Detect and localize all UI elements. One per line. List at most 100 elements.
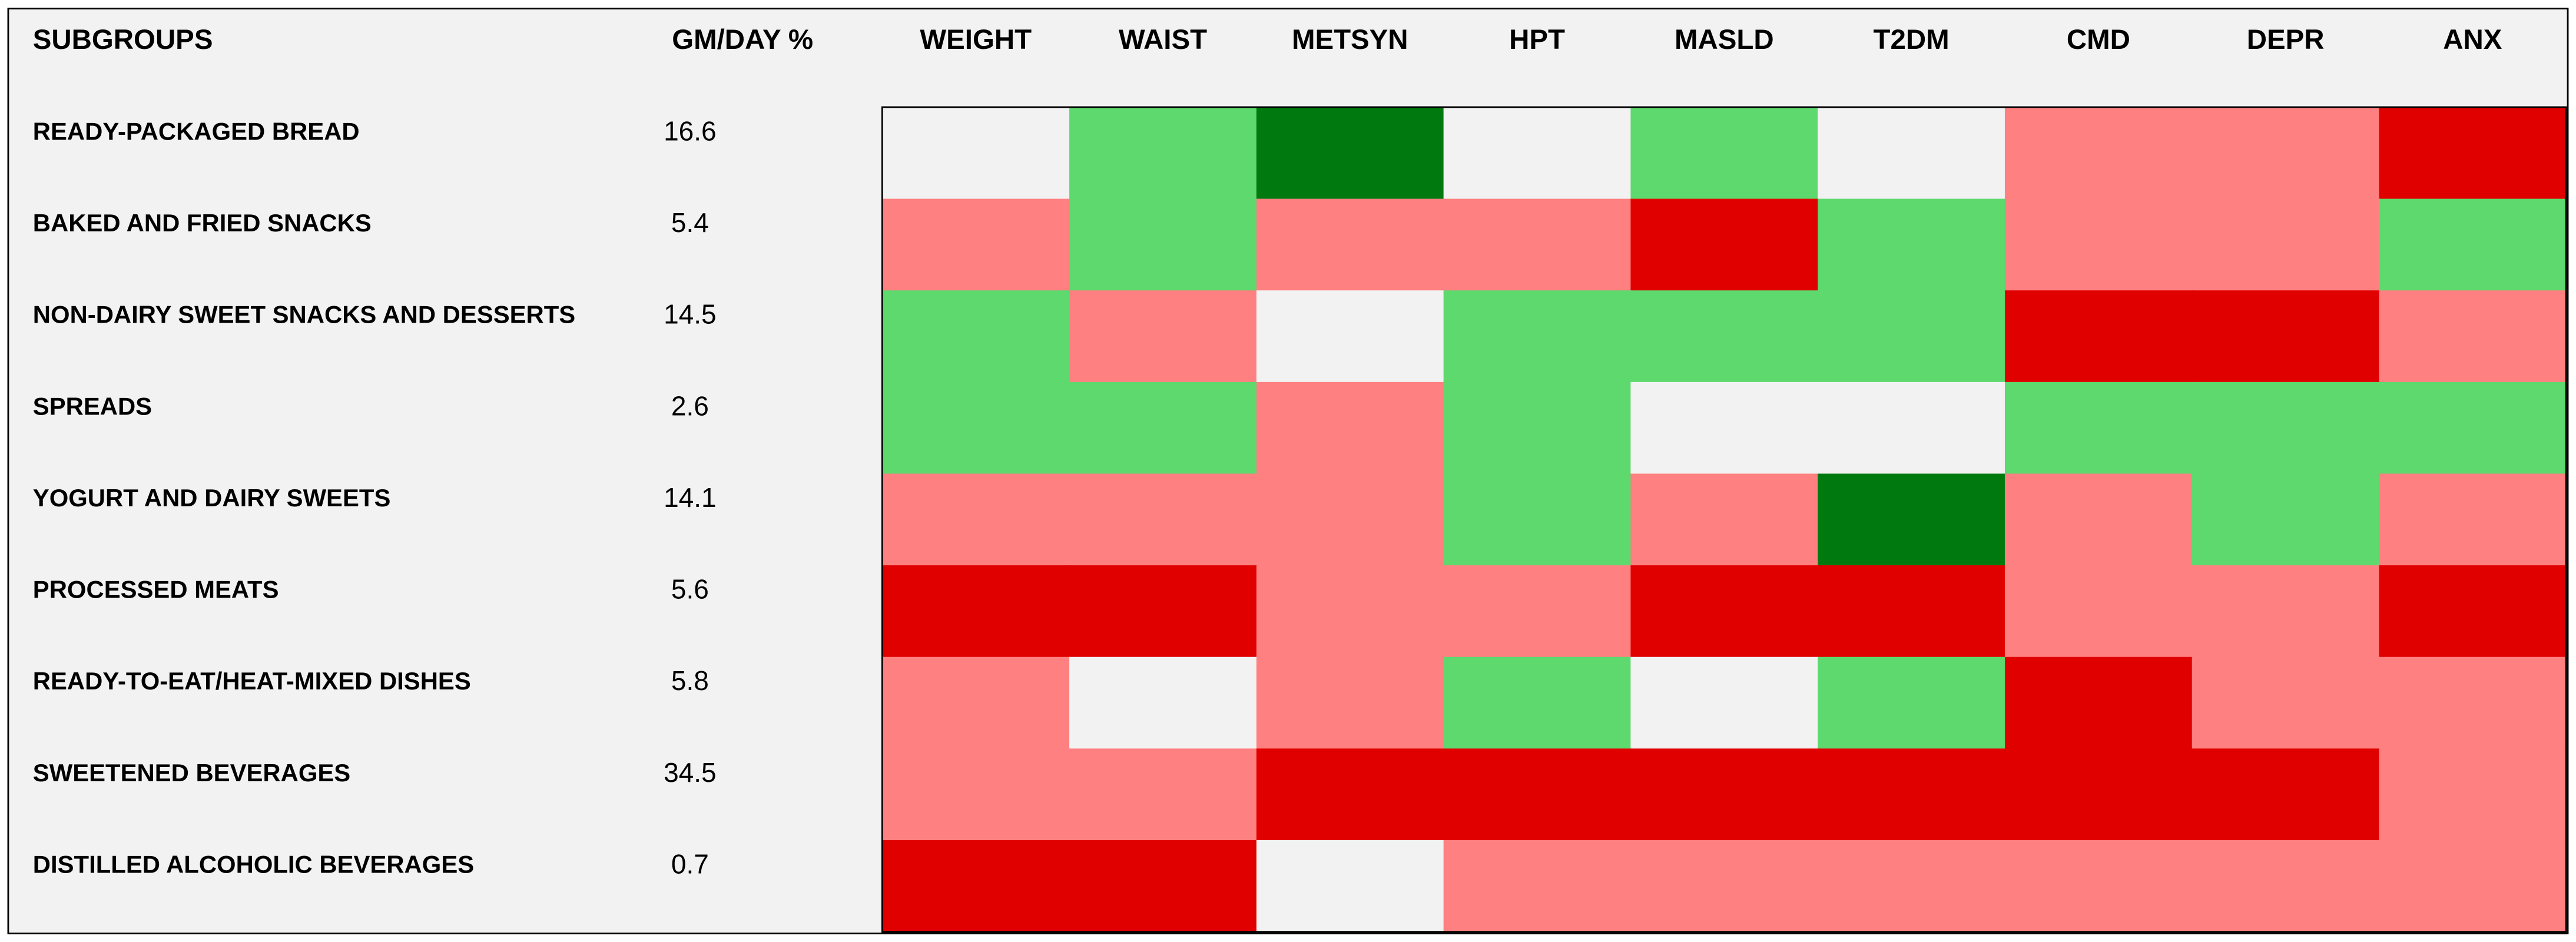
heat-cell xyxy=(1818,290,2006,383)
heat-cell xyxy=(1443,748,1632,841)
heat-cell xyxy=(882,290,1070,383)
column-header: WEIGHT xyxy=(920,24,1032,55)
heat-cell xyxy=(1256,382,1445,475)
heat-cell xyxy=(882,840,1070,933)
heat-cell xyxy=(1069,290,1258,383)
heat-cell xyxy=(1069,748,1258,841)
grid-border xyxy=(881,106,2567,933)
heat-cell xyxy=(2004,565,2193,658)
column-header: HPT xyxy=(1509,24,1565,55)
heat-cell xyxy=(1443,565,1632,658)
gm-value: 14.1 xyxy=(664,482,717,513)
heat-cell xyxy=(1818,382,2006,475)
heat-cell xyxy=(2379,840,2567,933)
heat-cell xyxy=(1630,840,1819,933)
heat-cell xyxy=(1818,656,2006,749)
heat-cell xyxy=(1069,473,1258,566)
row-label: YOGURT AND DAIRY SWEETS xyxy=(33,484,391,512)
heat-cell xyxy=(2379,107,2567,200)
heat-cell xyxy=(1630,565,1819,658)
heat-cell xyxy=(882,565,1070,658)
heat-cell xyxy=(1256,473,1445,566)
column-header: SUBGROUPS xyxy=(33,24,213,55)
gm-value: 2.6 xyxy=(671,390,709,421)
heat-cell xyxy=(1256,290,1445,383)
heat-cell xyxy=(2379,565,2567,658)
gm-value: 16.6 xyxy=(664,115,717,146)
heat-cell xyxy=(2192,748,2380,841)
heat-cell xyxy=(1630,473,1819,566)
heat-cell xyxy=(2379,748,2567,841)
column-header: T2DM xyxy=(1874,24,1950,55)
row-label: BAKED AND FRIED SNACKS xyxy=(33,209,372,237)
gm-value: 5.8 xyxy=(671,665,709,696)
heat-cell xyxy=(2004,748,2193,841)
heat-cell xyxy=(1630,107,1819,200)
column-header: DEPR xyxy=(2247,24,2325,55)
heat-cell xyxy=(1443,198,1632,291)
heat-cell xyxy=(1443,382,1632,475)
heat-cell xyxy=(1069,656,1258,749)
heat-cell xyxy=(1069,107,1258,200)
row-label: PROCESSED MEATS xyxy=(33,576,279,603)
heat-cell xyxy=(1630,656,1819,749)
heat-cell xyxy=(1256,656,1445,749)
heat-cell xyxy=(2379,656,2567,749)
heat-cell xyxy=(1443,656,1632,749)
row-label: SPREADS xyxy=(33,392,152,420)
heat-cell xyxy=(1630,290,1819,383)
heat-cell xyxy=(2379,473,2567,566)
heat-cell xyxy=(1069,565,1258,658)
heat-cell xyxy=(2004,290,2193,383)
heat-cell xyxy=(1443,290,1632,383)
gm-value: 5.6 xyxy=(671,574,709,605)
heat-cell xyxy=(2192,473,2380,566)
row-label: DISTILLED ALCOHOLIC BEVERAGES xyxy=(33,850,474,878)
heat-cell xyxy=(882,473,1070,566)
gm-value: 34.5 xyxy=(664,757,717,788)
column-header: METSYN xyxy=(1292,24,1408,55)
gm-value: 0.7 xyxy=(671,849,709,880)
row-label: READY-PACKAGED BREAD xyxy=(33,117,360,145)
column-header: GM/DAY % xyxy=(672,24,813,55)
heat-cell xyxy=(2192,290,2380,383)
row-label: NON-DAIRY SWEET SNACKS AND DESSERTS xyxy=(33,301,575,329)
heat-cell xyxy=(1818,198,2006,291)
heat-cell xyxy=(2004,198,2193,291)
row-label: READY-TO-EAT/HEAT-MIXED DISHES xyxy=(33,667,471,695)
column-header: MASLD xyxy=(1675,24,1774,55)
heat-cell xyxy=(2192,565,2380,658)
heat-cell xyxy=(1256,565,1445,658)
column-header: WAIST xyxy=(1119,24,1207,55)
heat-cell xyxy=(882,656,1070,749)
heat-cell xyxy=(2004,473,2193,566)
heat-cell xyxy=(2192,382,2380,475)
heat-cell xyxy=(2192,107,2380,200)
gm-value: 5.4 xyxy=(671,207,709,238)
heat-cell xyxy=(2192,656,2380,749)
heat-cell xyxy=(1443,107,1632,200)
heat-cell xyxy=(1818,840,2006,933)
column-header: CMD xyxy=(2067,24,2130,55)
heat-cell xyxy=(1818,107,2006,200)
heat-cell xyxy=(882,382,1070,475)
heat-cell xyxy=(2379,198,2567,291)
heat-cell xyxy=(882,107,1070,200)
heat-cell xyxy=(1069,382,1258,475)
heat-cell xyxy=(2192,840,2380,933)
heat-cell xyxy=(2004,656,2193,749)
heat-cell xyxy=(2004,840,2193,933)
gm-value: 14.5 xyxy=(664,299,717,330)
heat-cell xyxy=(1069,840,1258,933)
heat-cell xyxy=(1256,198,1445,291)
heat-cell xyxy=(1256,840,1445,933)
heat-cell xyxy=(2379,382,2567,475)
heat-cell xyxy=(1818,748,2006,841)
heat-cell xyxy=(2004,107,2193,200)
heat-cell xyxy=(2004,382,2193,475)
column-header: ANX xyxy=(2443,24,2502,55)
heat-cell xyxy=(1443,473,1632,566)
heat-cell xyxy=(1630,748,1819,841)
